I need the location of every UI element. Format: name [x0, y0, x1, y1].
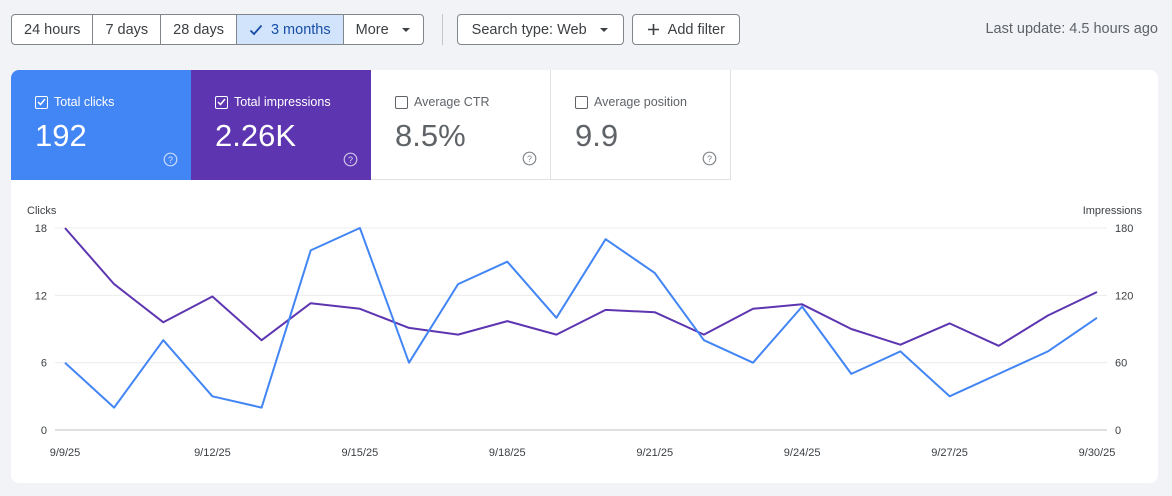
plus-icon [647, 23, 660, 36]
x-tick-label: 9/9/25 [50, 447, 81, 459]
metric-label-text: Total impressions [234, 95, 331, 109]
checkbox-unchecked-icon[interactable] [395, 95, 408, 109]
metric-label: Average position [575, 95, 687, 109]
range-label: 7 days [105, 21, 149, 38]
range-7-days[interactable]: 7 days [93, 15, 162, 44]
left-tick-label: 12 [35, 290, 47, 302]
search-type-button[interactable]: Search type: Web [456, 14, 624, 45]
checkbox-checked-icon[interactable] [215, 95, 228, 109]
metric-value: 9.9 [575, 118, 619, 153]
search-type-label: Search type: Web [471, 21, 587, 38]
performance-card: Total clicks 192 ? Total impressions 2.2… [11, 70, 1158, 483]
left-tick-label: 18 [35, 223, 47, 235]
metric-value: 2.26K [215, 118, 297, 153]
series-line-clicks [64, 227, 1098, 409]
x-tick-label: 9/12/25 [194, 447, 231, 459]
check-icon [249, 24, 263, 36]
date-range-selector: 24 hours 7 days 28 days 3 months More [11, 14, 424, 45]
x-tick-label: 9/30/25 [1079, 447, 1116, 459]
metric-label-text: Average position [594, 95, 687, 109]
metric-average-ctr[interactable]: Average CTR 8.5% ? [371, 70, 551, 180]
toolbar-divider [441, 14, 443, 45]
right-tick-label: 180 [1115, 223, 1133, 235]
metric-label: Total clicks [35, 95, 114, 109]
help-icon[interactable]: ? [163, 152, 178, 167]
toolbar: 24 hours 7 days 28 days 3 months More Se… [11, 14, 748, 45]
checkbox-unchecked-icon[interactable] [575, 95, 588, 109]
range-more-dropdown[interactable]: More [344, 15, 423, 44]
range-28-days[interactable]: 28 days [161, 15, 237, 44]
add-filter-label: Add filter [667, 21, 725, 38]
caret-down-icon [599, 27, 609, 33]
range-24-hours[interactable]: 24 hours [12, 15, 94, 44]
right-tick-label: 0 [1115, 425, 1121, 437]
help-icon[interactable]: ? [522, 151, 537, 166]
range-label: 3 months [270, 21, 331, 38]
checkbox-checked-icon[interactable] [35, 95, 48, 109]
metric-total-clicks[interactable]: Total clicks 192 ? [11, 70, 191, 180]
left-tick-label: 6 [41, 358, 47, 370]
help-icon[interactable]: ? [702, 151, 717, 166]
range-label: More [355, 21, 389, 38]
left-axis-title: Clicks [27, 205, 57, 217]
metric-average-position[interactable]: Average position 9.9 ? [551, 70, 731, 180]
metric-label: Total impressions [215, 95, 331, 109]
svg-text:?: ? [707, 154, 712, 164]
x-tick-label: 9/15/25 [342, 447, 379, 459]
range-3-months[interactable]: 3 months [236, 15, 344, 44]
x-tick-label: 9/18/25 [489, 447, 526, 459]
metric-label: Average CTR [395, 95, 490, 109]
svg-text:?: ? [348, 155, 353, 165]
x-tick-label: 9/27/25 [931, 447, 968, 459]
svg-text:?: ? [527, 154, 532, 164]
metric-label-text: Average CTR [414, 95, 490, 109]
range-label: 24 hours [24, 21, 81, 38]
metric-total-impressions[interactable]: Total impressions 2.26K ? [191, 70, 371, 180]
right-tick-label: 120 [1115, 290, 1133, 302]
metric-label-text: Total clicks [54, 95, 115, 109]
svg-text:?: ? [168, 155, 173, 165]
metric-value: 192 [35, 118, 87, 153]
help-icon[interactable]: ? [343, 152, 358, 167]
x-tick-label: 9/21/25 [636, 447, 673, 459]
series-line-impressions [64, 227, 1098, 347]
right-tick-label: 60 [1115, 358, 1127, 370]
x-tick-label: 9/24/25 [784, 447, 821, 459]
caret-down-icon [401, 27, 411, 33]
left-tick-label: 0 [41, 425, 47, 437]
metric-value: 8.5% [395, 118, 466, 153]
right-axis-title: Impressions [1083, 205, 1143, 217]
range-label: 28 days [173, 21, 224, 38]
add-filter-button[interactable]: Add filter [631, 14, 740, 45]
last-update-text: Last update: 4.5 hours ago [985, 21, 1158, 37]
